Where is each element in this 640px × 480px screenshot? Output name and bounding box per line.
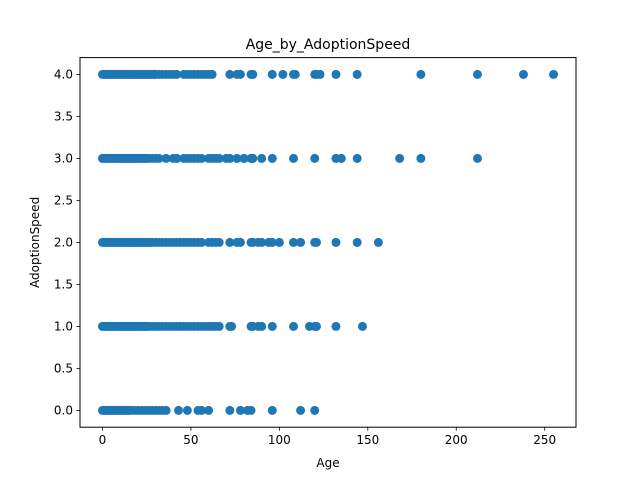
data-point bbox=[246, 405, 256, 415]
x-tick-label: 200 bbox=[445, 433, 468, 447]
data-points bbox=[97, 69, 559, 415]
y-tick-label: 1.5 bbox=[54, 277, 73, 291]
data-point bbox=[352, 153, 362, 163]
y-tick-label: 0.5 bbox=[54, 361, 73, 375]
data-point bbox=[331, 69, 341, 79]
data-point bbox=[518, 69, 528, 79]
data-point bbox=[225, 153, 235, 163]
data-point bbox=[310, 405, 320, 415]
x-tick-label: 250 bbox=[533, 433, 556, 447]
data-point bbox=[197, 237, 207, 247]
data-point bbox=[331, 321, 341, 331]
x-tick-label: 50 bbox=[183, 433, 198, 447]
y-tick-label: 4.0 bbox=[54, 67, 73, 81]
data-point bbox=[154, 153, 164, 163]
data-point bbox=[289, 321, 299, 331]
data-point bbox=[267, 405, 277, 415]
data-point bbox=[197, 405, 207, 415]
data-point bbox=[197, 153, 207, 163]
data-point bbox=[172, 69, 182, 79]
y-tick-label: 1.0 bbox=[54, 319, 73, 333]
data-point bbox=[395, 153, 405, 163]
x-tick-label: 150 bbox=[356, 433, 379, 447]
data-point bbox=[235, 237, 245, 247]
data-point bbox=[214, 321, 224, 331]
x-tick-label: 0 bbox=[99, 433, 107, 447]
data-point bbox=[235, 69, 245, 79]
y-tick-label: 0.0 bbox=[54, 403, 73, 417]
y-axis-label: AdoptionSpeed bbox=[28, 197, 42, 288]
data-point bbox=[472, 69, 482, 79]
data-point bbox=[174, 405, 184, 415]
data-point bbox=[161, 405, 171, 415]
data-point bbox=[267, 321, 277, 331]
chart-title: Age_by_AdoptionSpeed bbox=[246, 37, 411, 53]
data-point bbox=[267, 153, 277, 163]
y-tick-label: 2.0 bbox=[54, 235, 73, 249]
data-point bbox=[290, 69, 300, 79]
data-point bbox=[214, 237, 224, 247]
data-point bbox=[549, 69, 559, 79]
data-point bbox=[352, 237, 362, 247]
data-point bbox=[352, 69, 362, 79]
data-point bbox=[257, 321, 267, 331]
data-point bbox=[289, 237, 299, 247]
data-point bbox=[207, 69, 217, 79]
data-point bbox=[278, 69, 288, 79]
data-point bbox=[239, 153, 249, 163]
data-point bbox=[227, 321, 237, 331]
data-point bbox=[289, 153, 299, 163]
data-point bbox=[357, 321, 367, 331]
data-point bbox=[225, 69, 235, 79]
data-point bbox=[416, 153, 426, 163]
data-point bbox=[296, 405, 306, 415]
data-point bbox=[214, 153, 224, 163]
data-point bbox=[296, 237, 306, 247]
x-axis-ticks: 0 50 100 150 200 250 bbox=[99, 427, 556, 447]
data-point bbox=[315, 69, 325, 79]
data-point bbox=[312, 237, 321, 247]
data-point bbox=[416, 69, 426, 79]
data-point bbox=[248, 69, 258, 79]
y-tick-label: 3.0 bbox=[54, 151, 73, 165]
y-axis-ticks: 0.0 0.5 1.0 1.5 2.0 2.5 3.0 3.5 4.0 bbox=[54, 67, 80, 417]
data-point bbox=[310, 153, 320, 163]
data-point bbox=[373, 237, 383, 247]
data-point bbox=[257, 237, 267, 247]
data-point bbox=[225, 405, 235, 415]
data-point bbox=[472, 153, 482, 163]
data-point bbox=[235, 405, 245, 415]
x-axis-label: Age bbox=[316, 456, 339, 470]
data-point bbox=[312, 321, 321, 331]
data-point bbox=[161, 153, 171, 163]
data-point bbox=[232, 153, 242, 163]
y-tick-label: 2.5 bbox=[54, 193, 73, 207]
data-point bbox=[182, 405, 192, 415]
data-point bbox=[267, 69, 277, 79]
data-point bbox=[274, 237, 284, 247]
data-point bbox=[225, 237, 235, 247]
data-point bbox=[267, 237, 277, 247]
data-point bbox=[204, 405, 214, 415]
data-point bbox=[257, 153, 267, 163]
data-point bbox=[336, 153, 346, 163]
data-point bbox=[172, 153, 182, 163]
x-tick-label: 100 bbox=[268, 433, 291, 447]
data-point bbox=[331, 237, 341, 247]
data-point bbox=[248, 153, 258, 163]
y-tick-label: 3.5 bbox=[54, 109, 73, 123]
